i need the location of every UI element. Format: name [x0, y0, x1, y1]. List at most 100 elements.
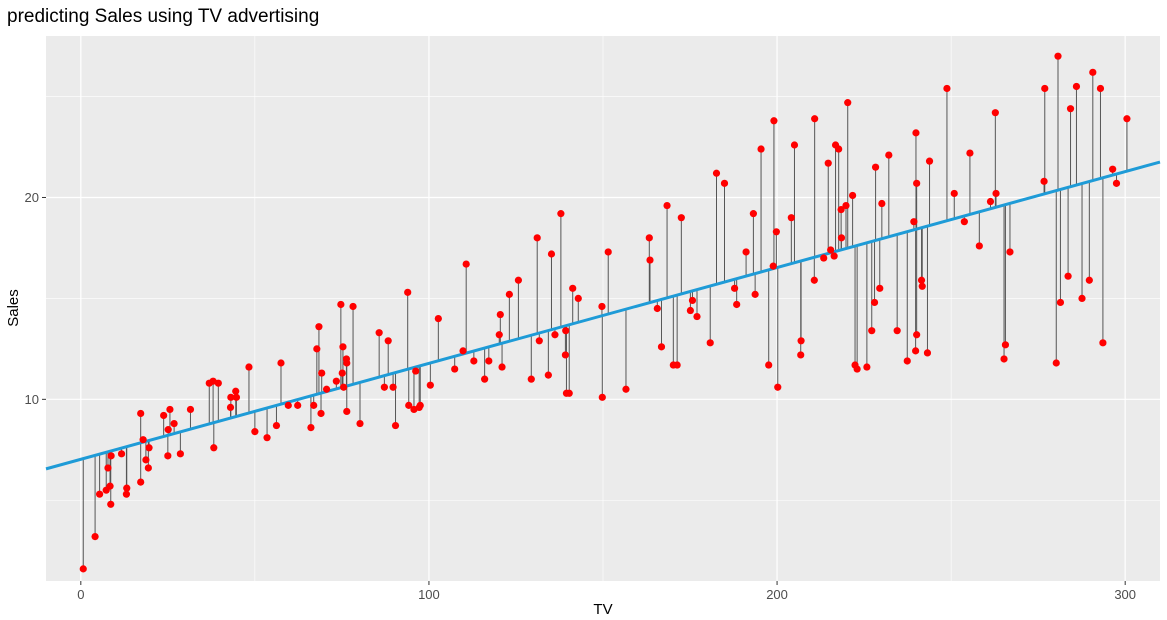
scatter-point	[910, 218, 918, 226]
scatter-point	[186, 405, 195, 414]
data-points	[79, 52, 1131, 573]
scatter-point	[356, 419, 364, 428]
scatter-point	[405, 401, 413, 409]
y-axis-ticks: 10 20	[25, 190, 46, 407]
scatter-point	[765, 361, 773, 369]
scatter-point	[966, 149, 974, 157]
x-tick-label: 300	[1114, 587, 1136, 602]
scatter-point	[598, 302, 606, 311]
scatter-point	[871, 163, 880, 171]
scatter-point	[349, 302, 357, 311]
scatter-point	[790, 141, 799, 149]
x-tick-label: 200	[766, 587, 788, 602]
scatter-point	[557, 210, 565, 218]
scatter-point	[337, 300, 345, 309]
scatter-point	[1054, 52, 1062, 60]
scatter-point	[170, 419, 178, 428]
scatter-point	[604, 248, 612, 256]
scatter-point	[164, 426, 172, 434]
scatter-point	[885, 151, 893, 159]
scatter-point	[106, 482, 114, 490]
scatter-point	[876, 284, 884, 292]
scatter-point	[1000, 355, 1008, 363]
scatter-point	[263, 434, 271, 442]
scatter-point	[485, 357, 493, 365]
scatter-point	[749, 210, 757, 218]
scatter-point	[912, 129, 920, 137]
scatter-point	[598, 393, 606, 401]
scatter-point	[688, 296, 697, 305]
scatter-point	[986, 197, 995, 206]
scatter-point	[863, 363, 871, 371]
scatter-point	[820, 254, 828, 262]
scatter-point	[310, 401, 318, 409]
scatter-point	[1123, 115, 1131, 123]
scatter-point	[835, 145, 843, 153]
scatter-point	[1096, 84, 1105, 93]
scatter-point	[677, 214, 685, 222]
scatter-point	[1056, 298, 1065, 307]
scatter-point	[343, 359, 351, 367]
y-tick-label: 20	[25, 190, 39, 205]
scatter-point	[844, 99, 852, 107]
scatter-point	[686, 306, 694, 315]
fit-line-group	[45, 160, 1161, 471]
scatter-point	[164, 452, 172, 460]
scatter-point	[769, 262, 777, 270]
scatter-point	[315, 323, 323, 331]
scatter-point	[751, 290, 759, 298]
scatter-point	[1052, 359, 1060, 367]
scatter-point	[122, 490, 131, 498]
scatter-point	[137, 478, 145, 486]
scatter-point	[313, 345, 321, 353]
scatter-point	[547, 250, 556, 258]
scatter-point	[730, 284, 739, 292]
scatter-point	[657, 343, 666, 351]
scatter-point	[318, 369, 326, 377]
scatter-point	[917, 276, 926, 284]
scatter-point	[272, 421, 281, 430]
scatter-point	[878, 199, 886, 208]
scatter-point	[1089, 68, 1097, 76]
scatter-point	[772, 228, 780, 236]
scatter-point	[706, 339, 714, 347]
scatter-point	[565, 389, 573, 397]
scatter-point	[923, 349, 932, 357]
scatter-point	[653, 304, 661, 313]
scatter-point	[317, 409, 325, 418]
scatter-point	[1078, 294, 1086, 303]
scatter-point	[339, 343, 347, 351]
scatter-point	[245, 363, 253, 371]
scatter-point	[214, 379, 222, 387]
scatter-point	[913, 179, 921, 187]
scatter-point	[535, 337, 543, 345]
scatter-point	[416, 401, 424, 409]
scatter-point	[391, 421, 400, 430]
scatter-point	[462, 260, 470, 268]
scatter-point	[561, 351, 570, 359]
scatter-point	[96, 490, 104, 498]
scatter-point	[720, 179, 729, 187]
scatter-point	[645, 234, 653, 242]
scatter-point	[544, 371, 552, 379]
scatter-point	[284, 401, 292, 409]
scatter-point	[470, 357, 478, 365]
scatter-point	[340, 383, 348, 391]
scatter-point	[712, 169, 721, 177]
scatter-point	[1112, 179, 1121, 187]
scatter-point	[343, 407, 351, 416]
scatter-point	[1085, 276, 1093, 284]
scatter-point	[404, 288, 412, 296]
scatter-point	[1006, 248, 1014, 256]
scatter-point	[646, 256, 654, 264]
scatter-point	[104, 464, 112, 472]
scatter-point	[123, 484, 131, 492]
scatter-point	[1099, 339, 1107, 347]
x-axis-ticks: 0 100 200 300	[77, 581, 1136, 602]
scatter-point	[210, 444, 218, 452]
scatter-point	[912, 347, 920, 355]
scatter-point	[232, 387, 240, 395]
x-axis-label: TV	[593, 601, 612, 618]
scatter-point	[870, 298, 879, 307]
